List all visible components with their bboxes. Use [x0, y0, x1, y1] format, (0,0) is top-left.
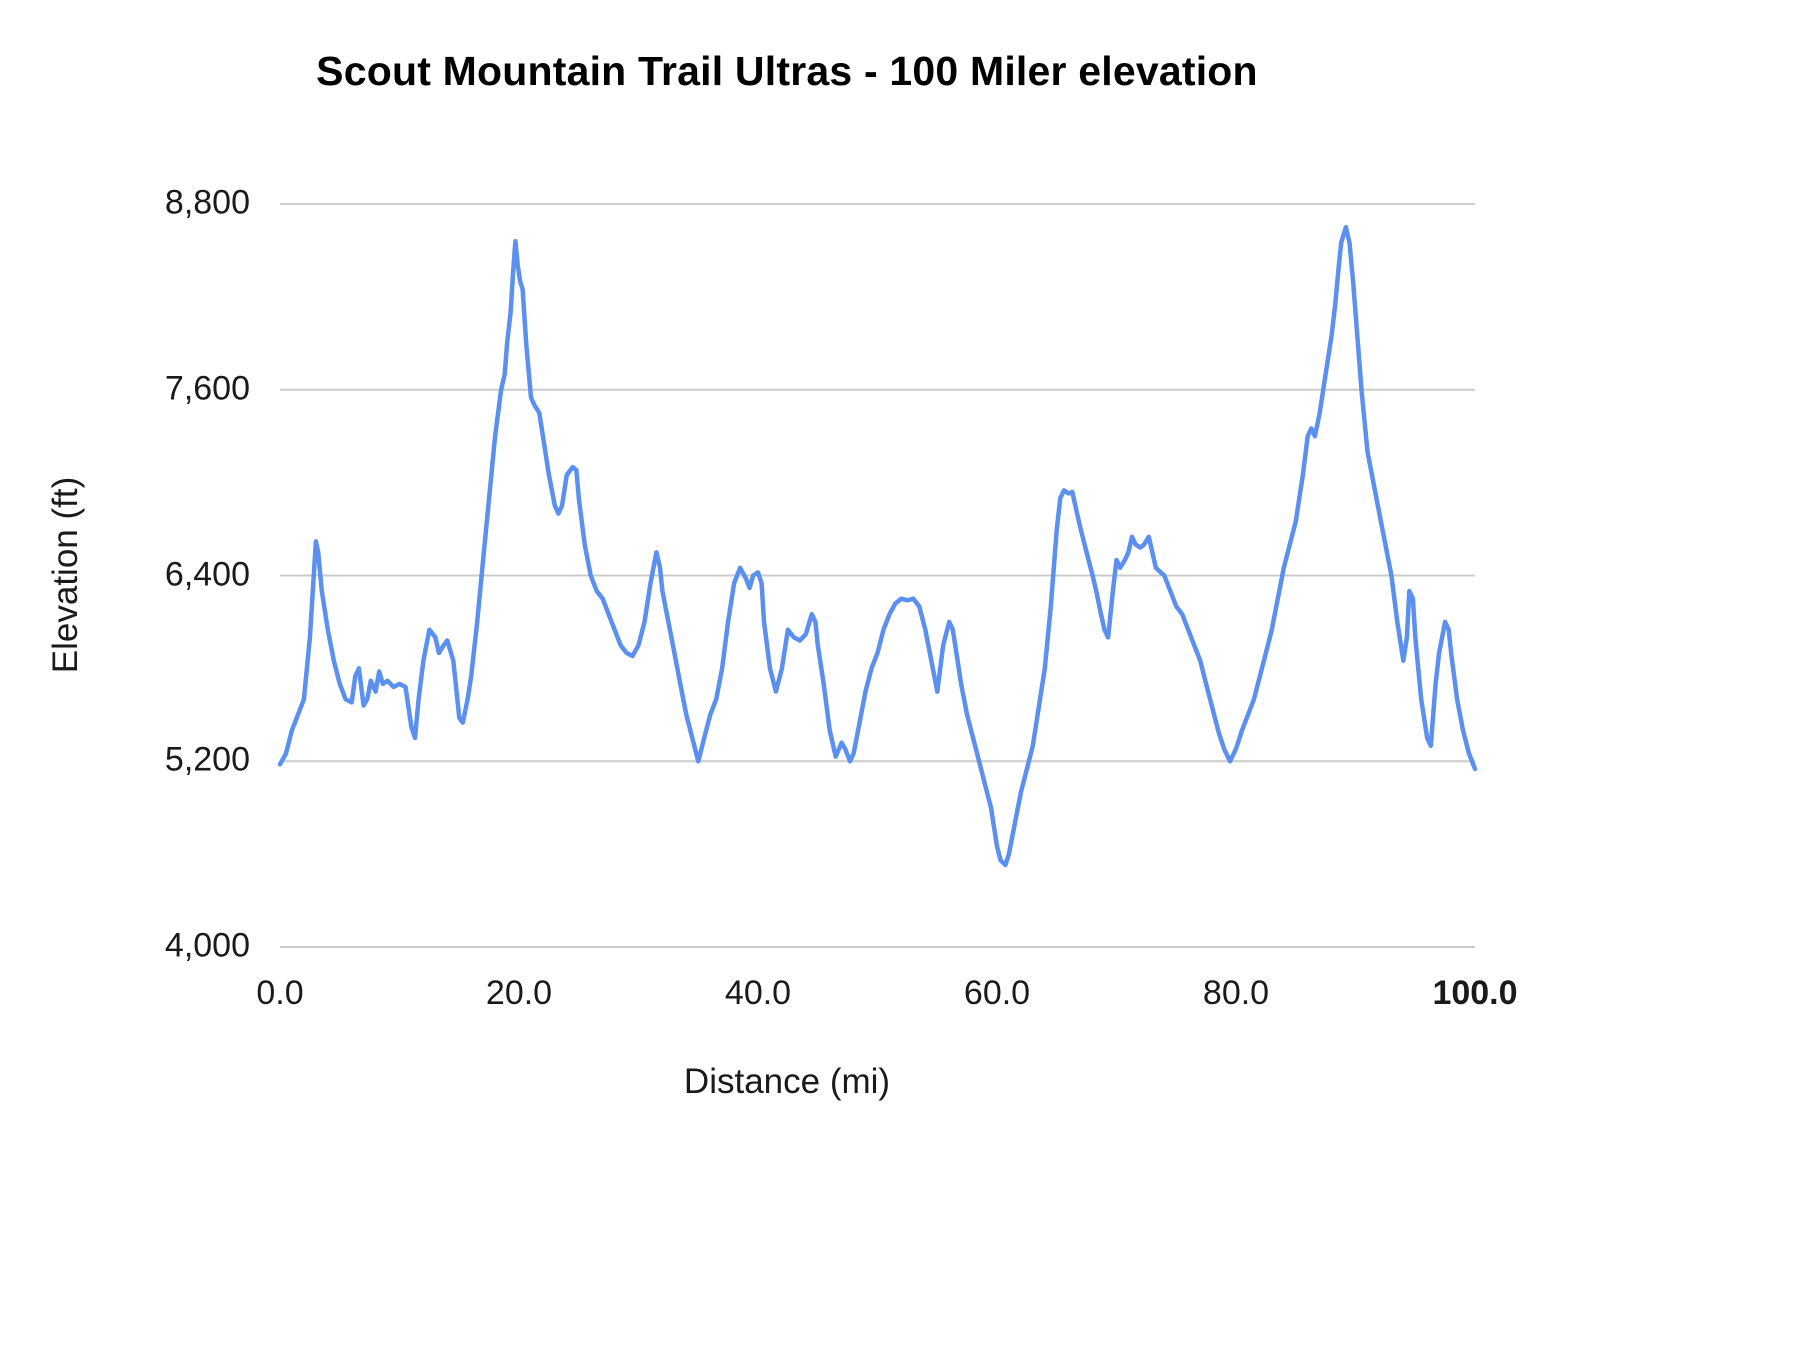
x-tick-label: 60.0 [963, 974, 1031, 1012]
x-tick-label: 80.0 [1202, 974, 1270, 1012]
chart-title: Scout Mountain Trail Ultras - 100 Miler … [316, 48, 1258, 94]
x-axis-title: Distance (mi) [683, 1062, 891, 1101]
gridlines [280, 203, 1475, 948]
y-tick-label: 5,200 [164, 740, 250, 779]
x-tick-label: 40.0 [724, 974, 792, 1012]
x-tick-label: 20.0 [485, 974, 553, 1012]
y-tick-label: 7,600 [164, 369, 250, 408]
y-tick-label: 6,400 [164, 555, 250, 594]
x-tick-label: 100.0 [1432, 974, 1518, 1012]
y-tick-label: 8,800 [164, 183, 250, 222]
elevation-series-line [277, 224, 1478, 868]
y-tick-label: 4,000 [164, 926, 250, 965]
x-tick-label: 0.0 [256, 974, 304, 1012]
